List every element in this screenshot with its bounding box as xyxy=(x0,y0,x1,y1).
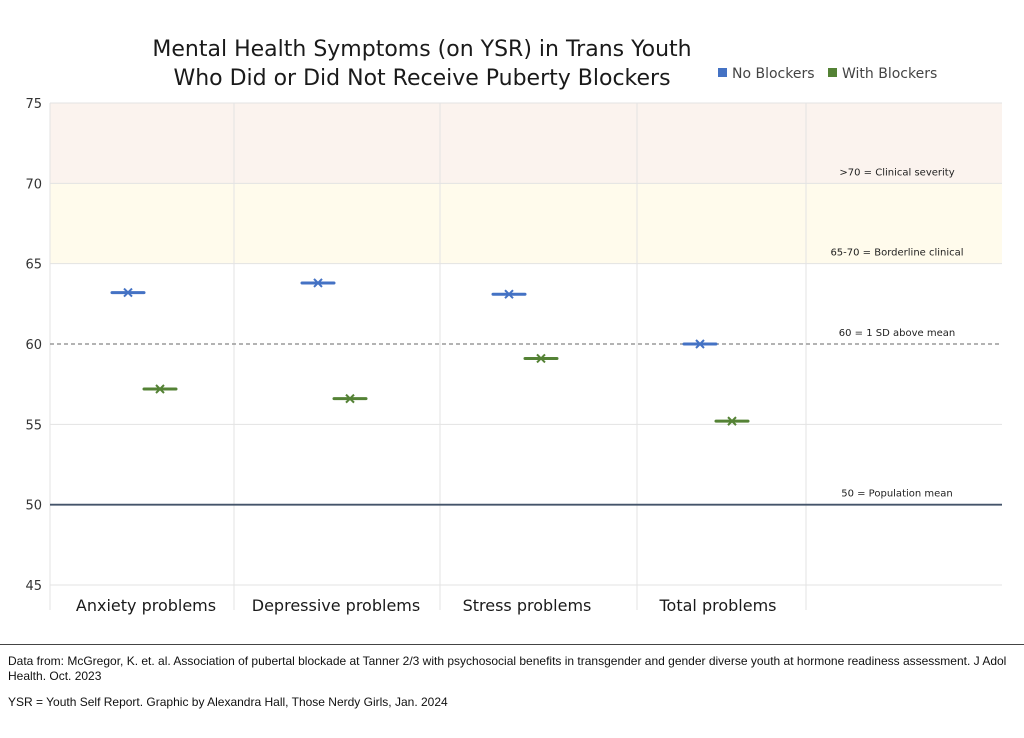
y-tick-label: 60 xyxy=(25,338,42,353)
category-label: Stress problems xyxy=(463,596,592,615)
data-point-marker xyxy=(123,287,133,298)
severity-bands xyxy=(50,103,1002,264)
data-point-marker xyxy=(155,384,165,394)
y-tick-label: 55 xyxy=(25,418,42,433)
y-tick-label: 50 xyxy=(25,499,42,514)
data-point-marker xyxy=(536,353,546,364)
data-point-marker xyxy=(504,289,514,299)
legend-swatch-no-blockers xyxy=(718,68,727,77)
data-marks xyxy=(110,278,750,426)
reference-lines xyxy=(50,343,1002,506)
data-point-no-blockers xyxy=(682,339,718,349)
data-point-no-blockers xyxy=(300,278,336,288)
credit-note: YSR = Youth Self Report. Graphic by Alex… xyxy=(8,695,448,709)
y-tick-label: 65 xyxy=(25,258,42,273)
y-tick-label: 45 xyxy=(25,579,42,594)
threshold-annotation: 50 = Population mean xyxy=(841,489,953,500)
severity-band-1 xyxy=(50,183,1002,264)
data-point-with-blockers xyxy=(332,393,368,404)
legend: No Blockers With Blockers xyxy=(718,66,937,82)
threshold-annotation: 60 = 1 SD above mean xyxy=(839,328,955,339)
chart: 45 50 55 60 65 70 75 Anxiety problems Depressiv… xyxy=(25,37,1002,615)
category-label: Depressive problems xyxy=(252,596,420,615)
data-point-with-blockers xyxy=(714,416,750,426)
data-point-no-blockers xyxy=(110,287,146,298)
chart-title-line-2: Who Did or Did Not Receive Puberty Block… xyxy=(173,66,670,91)
y-tick-label: 70 xyxy=(25,177,42,192)
threshold-annotations: >70 = Clinical severity 65-70 = Borderlin… xyxy=(830,167,963,499)
legend-label-with-blockers: With Blockers xyxy=(842,66,937,82)
footer: Data from: McGregor, K. et. al. Associat… xyxy=(0,644,1024,709)
data-point-no-blockers xyxy=(491,289,527,299)
data-point-with-blockers xyxy=(523,353,559,364)
y-tick-label: 75 xyxy=(25,97,42,112)
y-axis-ticks: 45 50 55 60 65 70 75 xyxy=(25,97,42,594)
threshold-annotation: 65-70 = Borderline clinical xyxy=(830,248,963,259)
data-point-marker xyxy=(313,278,323,288)
legend-swatch-with-blockers xyxy=(828,68,837,77)
legend-label-no-blockers: No Blockers xyxy=(732,66,815,82)
data-point-with-blockers xyxy=(142,384,178,394)
category-label: Anxiety problems xyxy=(76,596,216,615)
data-point-marker xyxy=(345,393,355,404)
data-point-marker xyxy=(695,339,705,349)
category-labels: Anxiety problems Depressive problems Stres… xyxy=(76,596,777,615)
threshold-annotation: >70 = Clinical severity xyxy=(839,167,954,178)
gridlines xyxy=(49,102,1002,610)
data-source-note: Data from: McGregor, K. et. al. Associat… xyxy=(8,654,1007,683)
category-label: Total problems xyxy=(659,596,777,615)
severity-band-0 xyxy=(50,103,1002,184)
data-point-marker xyxy=(727,416,737,426)
chart-title-line-1: Mental Health Symptoms (on YSR) in Trans… xyxy=(152,37,691,62)
